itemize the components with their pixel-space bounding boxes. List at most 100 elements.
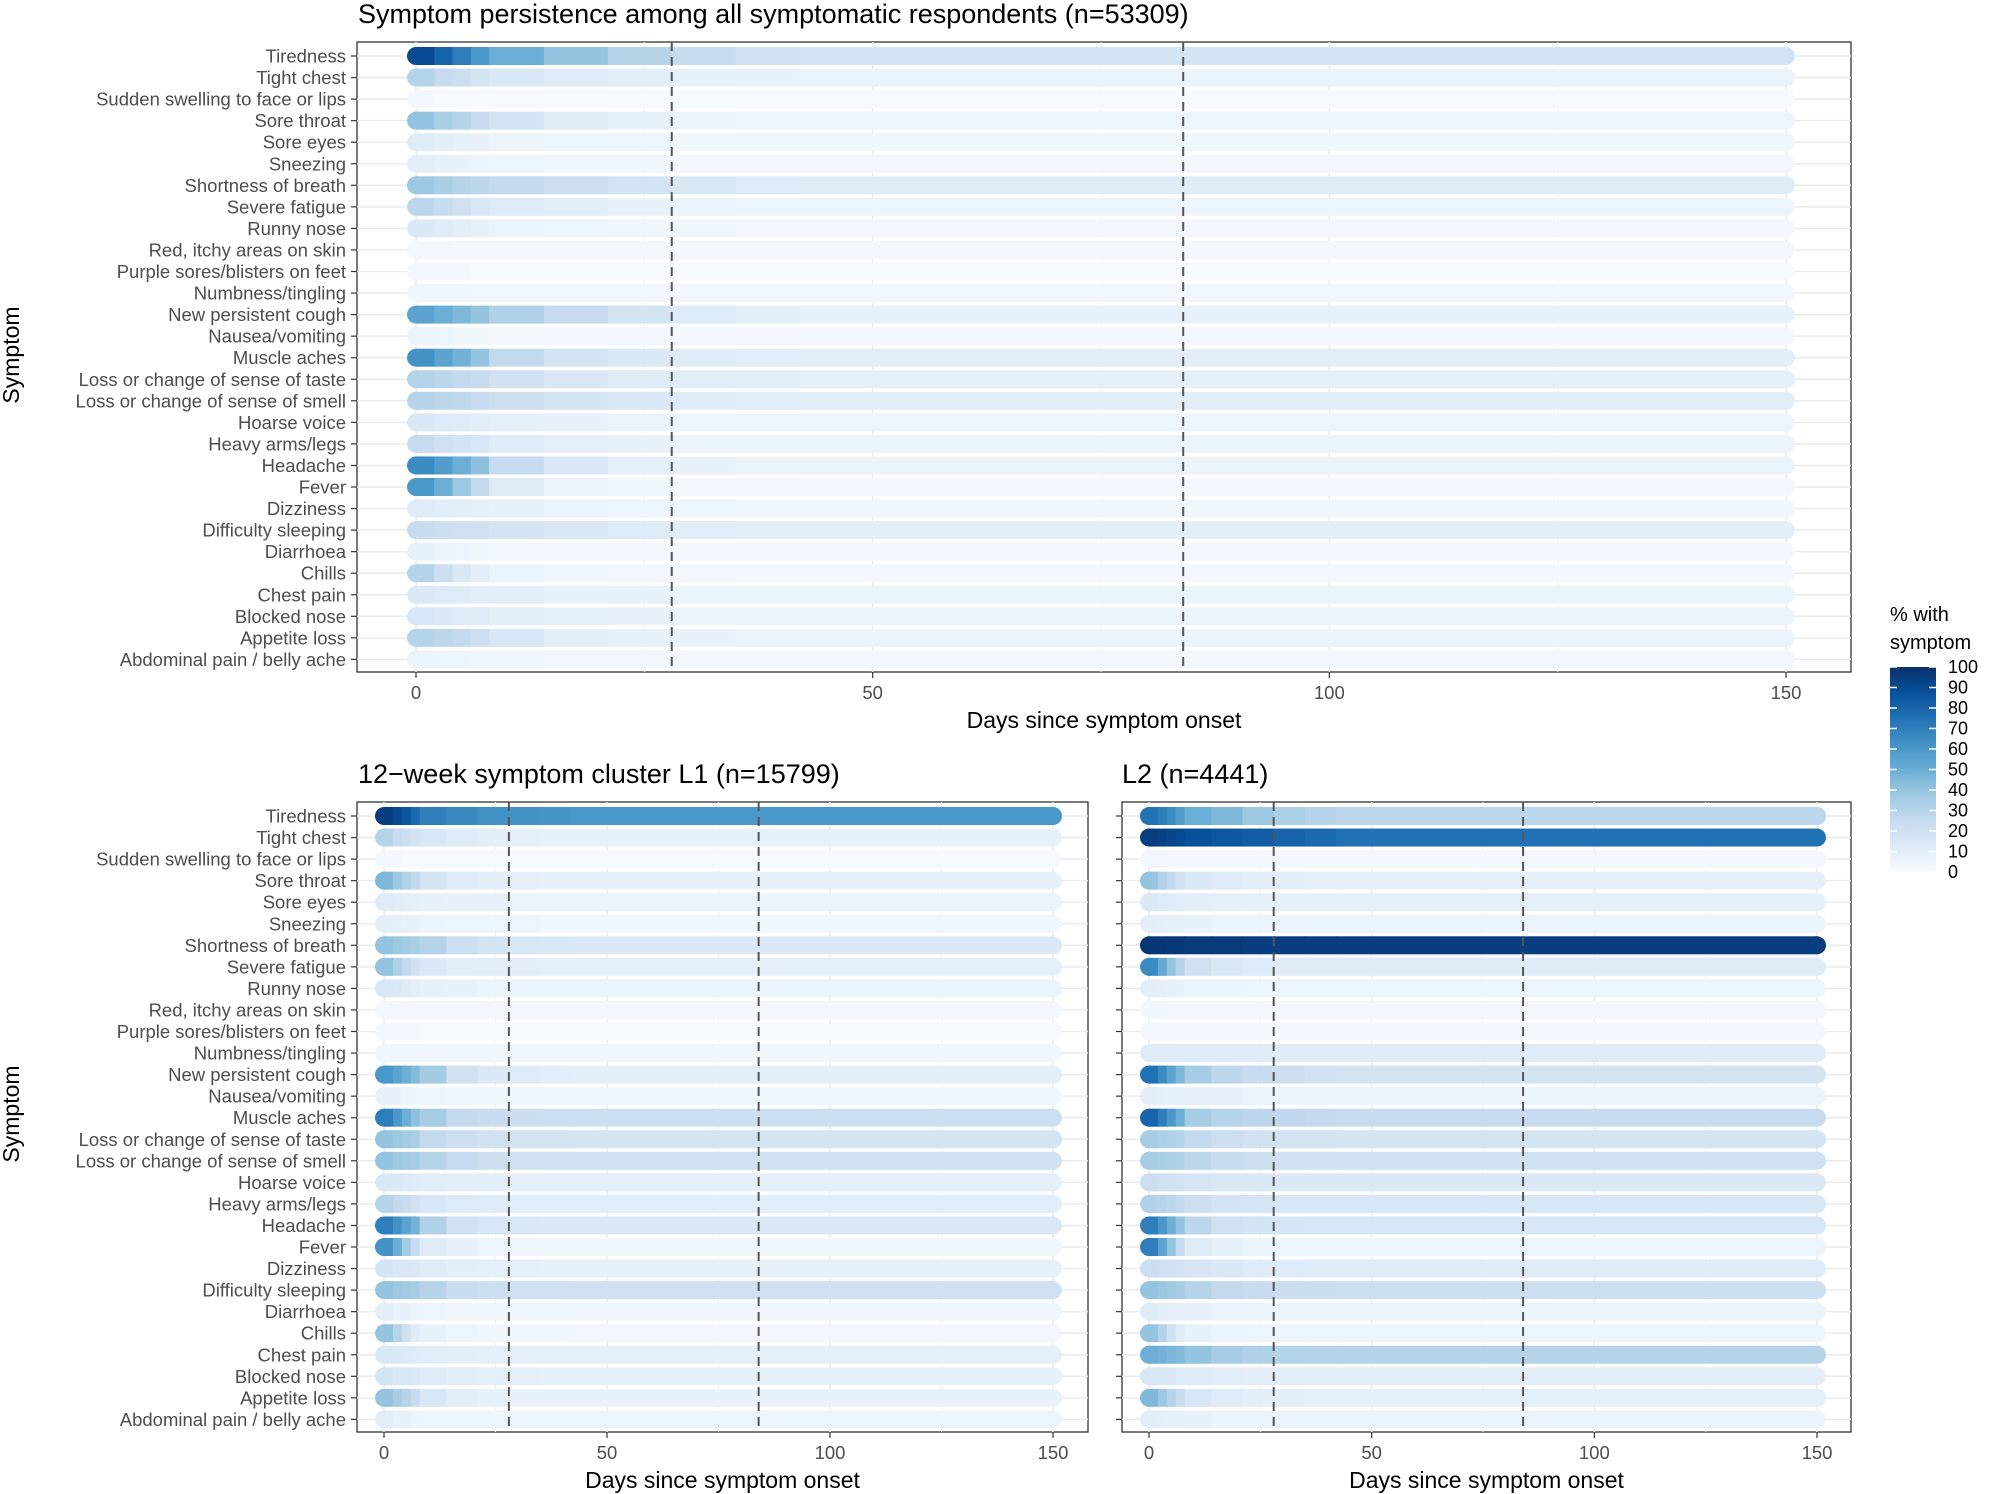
segment bbox=[1175, 1410, 1186, 1429]
segment-cap-end bbox=[1777, 391, 1795, 410]
segment-cap-end bbox=[1808, 1108, 1826, 1127]
x-tick-label: 100 bbox=[815, 1442, 846, 1463]
segment bbox=[410, 1367, 421, 1386]
row-shortness-of-breath bbox=[375, 936, 1062, 955]
segment bbox=[489, 90, 545, 109]
x-tick-label: 50 bbox=[1361, 1442, 1382, 1463]
x-tick-label: 0 bbox=[379, 1442, 389, 1463]
segment-cap-start bbox=[375, 828, 393, 847]
segment-cap-end bbox=[1044, 1216, 1062, 1235]
segment-cap-start bbox=[1140, 1388, 1158, 1407]
segment bbox=[1273, 893, 1306, 912]
row-muscle-aches bbox=[375, 1108, 1062, 1127]
segment bbox=[1157, 1259, 1168, 1278]
segment bbox=[735, 413, 801, 432]
segment bbox=[1157, 1410, 1168, 1429]
segment bbox=[1175, 1238, 1186, 1256]
segment bbox=[434, 542, 454, 561]
segment bbox=[470, 327, 490, 346]
segment bbox=[1157, 1302, 1168, 1321]
segment bbox=[735, 133, 801, 152]
segment bbox=[470, 478, 490, 496]
segment bbox=[1336, 1367, 1818, 1386]
segment bbox=[671, 262, 737, 281]
segment bbox=[671, 111, 737, 130]
segment bbox=[799, 434, 1787, 453]
segment-cap-end bbox=[1808, 914, 1826, 933]
segment bbox=[446, 1108, 479, 1127]
segment bbox=[419, 828, 448, 847]
segment bbox=[1304, 1000, 1337, 1019]
segment bbox=[489, 154, 545, 173]
segment bbox=[1184, 1022, 1212, 1041]
segment bbox=[1157, 1345, 1168, 1364]
segment bbox=[735, 478, 801, 496]
segment bbox=[1175, 979, 1186, 998]
segment-cap-start bbox=[1140, 871, 1158, 890]
segment bbox=[446, 850, 479, 869]
y-tick-label: Diarrhoea bbox=[265, 1301, 347, 1322]
segment bbox=[1242, 979, 1275, 998]
segment bbox=[1184, 914, 1212, 933]
segment bbox=[1242, 1065, 1275, 1084]
segment bbox=[508, 979, 541, 998]
segment bbox=[1242, 1000, 1275, 1019]
segment-cap-start bbox=[1140, 893, 1158, 912]
segment bbox=[446, 1022, 479, 1041]
row-nausea-vomiting bbox=[375, 1087, 1062, 1106]
segment bbox=[452, 47, 472, 65]
segment bbox=[410, 1216, 421, 1235]
segment bbox=[1175, 1044, 1186, 1063]
segment bbox=[1211, 914, 1244, 933]
segment bbox=[1175, 1130, 1186, 1149]
row-hoarse-voice bbox=[375, 1173, 1062, 1192]
segment-cap-start bbox=[407, 68, 425, 87]
segment bbox=[1175, 1259, 1186, 1278]
y-tick-label: Tight chest bbox=[256, 827, 346, 848]
segment bbox=[1336, 1087, 1818, 1106]
segment bbox=[419, 1194, 448, 1213]
segment-cap-end bbox=[1808, 1388, 1826, 1407]
segment bbox=[1304, 1194, 1337, 1213]
segment bbox=[446, 1216, 479, 1235]
segment bbox=[1184, 1259, 1212, 1278]
segment bbox=[540, 850, 572, 869]
row-severe-fatigue bbox=[1140, 957, 1826, 976]
y-tick-label: Sore throat bbox=[254, 110, 346, 131]
segment bbox=[1157, 1151, 1168, 1170]
segment bbox=[1184, 1173, 1212, 1192]
segment bbox=[1336, 1130, 1818, 1149]
segment-cap-end bbox=[1044, 979, 1062, 998]
segment bbox=[1211, 957, 1244, 976]
segment bbox=[1273, 1281, 1306, 1300]
segment bbox=[392, 914, 403, 933]
segment bbox=[1242, 1410, 1275, 1429]
segment bbox=[1304, 1388, 1337, 1407]
segment bbox=[1166, 1065, 1177, 1084]
segment bbox=[543, 413, 609, 432]
segment bbox=[799, 197, 1787, 216]
segment bbox=[401, 1108, 412, 1127]
segment bbox=[1157, 871, 1168, 890]
segment bbox=[671, 47, 737, 65]
segment bbox=[1273, 871, 1306, 890]
segment-cap-end bbox=[1044, 871, 1062, 890]
segment bbox=[401, 1324, 412, 1343]
segment bbox=[607, 305, 673, 324]
segment bbox=[452, 176, 472, 195]
segment bbox=[1242, 1022, 1275, 1041]
segment-cap-start bbox=[407, 111, 425, 130]
segment bbox=[1211, 936, 1244, 955]
segment-cap-end bbox=[1808, 1130, 1826, 1149]
segment-cap-start bbox=[407, 284, 425, 303]
row-runny-nose bbox=[407, 219, 1795, 238]
segment bbox=[452, 434, 472, 453]
segment bbox=[1242, 1238, 1275, 1256]
legend-tick-label: 60 bbox=[1948, 739, 1968, 759]
segment bbox=[1166, 1345, 1177, 1364]
segment bbox=[452, 348, 472, 367]
segment bbox=[489, 240, 545, 259]
segment bbox=[1166, 1000, 1177, 1019]
segment bbox=[1175, 1000, 1186, 1019]
segment bbox=[508, 1216, 541, 1235]
